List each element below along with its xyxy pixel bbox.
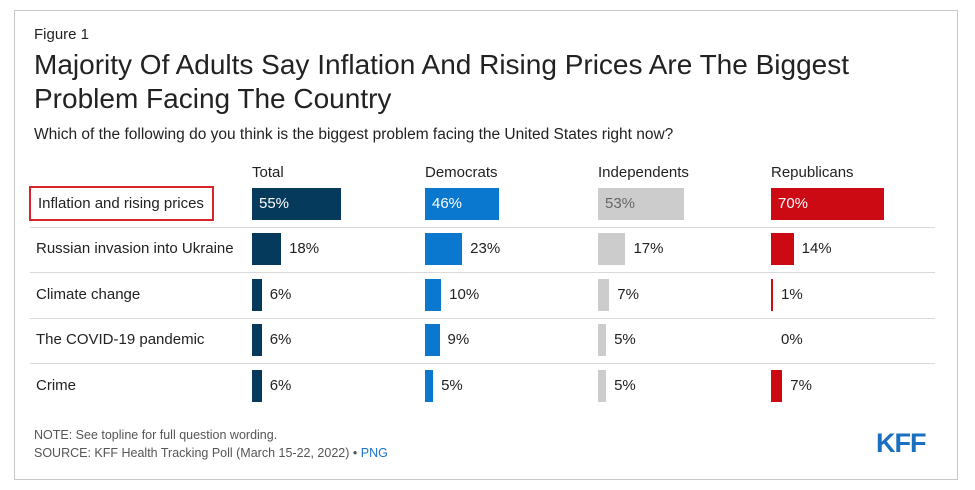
data-label-republicans-climate-change: 1% [781,286,803,303]
bar-democrats-inflation-and-rising-prices [425,188,500,220]
data-label-total-the-covid-19-pandemic: 6% [269,331,292,348]
category-label-climate-change: Climate change [36,286,141,303]
data-label-independents-russian-invasion-into-ukraine: 17% [633,240,664,257]
source-line: SOURCE: KFF Health Tracking Poll (March … [34,446,388,460]
bar-independents-crime [598,370,607,402]
data-label-independents-the-covid-19-pandemic: 5% [614,331,636,348]
data-label-democrats-russian-invasion-into-ukraine: 23% [470,240,501,257]
bar-total-russian-invasion-into-ukraine [252,233,282,265]
row-divider [30,272,935,273]
png-download-link[interactable]: PNG [360,446,388,460]
data-label-democrats-crime: 5% [441,377,463,394]
category-label-the-covid-19-pandemic: The COVID-19 pandemic [36,331,205,348]
data-label-republicans-the-covid-19-pandemic: 0% [781,331,803,348]
row-divider [30,318,935,319]
data-label-republicans-inflation-and-rising-prices: 70% [778,195,809,212]
data-label-independents-inflation-and-rising-prices: 53% [605,195,636,212]
bar-republicans-inflation-and-rising-prices [771,188,885,220]
data-label-total-climate-change: 6% [269,286,292,303]
bar-independents-russian-invasion-into-ukraine [598,233,626,265]
bar-independents-inflation-and-rising-prices [598,188,684,220]
kff-logo: KFF [876,428,926,458]
data-label-democrats-climate-change: 10% [449,286,480,303]
bar-independents-climate-change [598,279,610,311]
category-label-crime: Crime [36,377,76,394]
chart-title: Majority Of Adults Say Inflation And Ris… [34,49,849,114]
figure-label: Figure 1 [34,26,90,43]
category-label-russian-invasion-into-ukraine: Russian invasion into Ukraine [36,240,234,257]
bar-democrats-climate-change [425,279,442,311]
figure-frame [14,10,958,480]
source-text: SOURCE: KFF Health Tracking Poll (March … [34,446,358,460]
bar-total-crime [252,370,262,402]
data-label-independents-climate-change: 7% [617,286,639,303]
bar-total-inflation-and-rising-prices [252,188,341,220]
column-header-total: Total [252,164,284,181]
bar-democrats-russian-invasion-into-ukraine [425,233,463,265]
data-label-democrats-the-covid-19-pandemic: 9% [447,331,470,348]
bar-independents-the-covid-19-pandemic [598,324,607,356]
category-label-inflation-and-rising-prices: Inflation and rising prices [29,186,214,221]
data-label-total-crime: 6% [269,377,292,394]
data-label-total-inflation-and-rising-prices: 55% [259,195,290,212]
note-text: NOTE: See topline for full question word… [34,428,278,442]
data-label-republicans-crime: 7% [790,377,812,394]
row-divider [30,363,935,364]
column-header-independents: Independents [598,164,689,181]
row-divider [30,227,935,228]
bar-republicans-russian-invasion-into-ukraine [771,233,794,265]
data-label-republicans-russian-invasion-into-ukraine: 14% [801,240,832,257]
bar-republicans-crime [771,370,783,402]
bar-total-climate-change [252,279,262,311]
bar-democrats-the-covid-19-pandemic [425,324,440,356]
chart-subtitle: Which of the following do you think is t… [34,126,674,143]
data-label-total-russian-invasion-into-ukraine: 18% [289,240,320,257]
column-header-republicans: Republicans [771,164,854,181]
data-label-democrats-inflation-and-rising-prices: 46% [432,195,463,212]
bar-democrats-crime [425,370,434,402]
bar-total-the-covid-19-pandemic [252,324,262,356]
bar-republicans-climate-change [771,279,773,311]
column-header-democrats: Democrats [425,164,498,181]
data-label-independents-crime: 5% [614,377,636,394]
